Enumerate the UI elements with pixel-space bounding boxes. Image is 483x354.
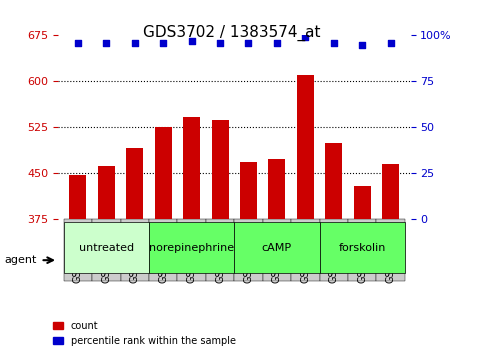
Bar	[297, 75, 314, 354]
Point	[301, 34, 309, 40]
Bar	[177, 219, 206, 281]
FancyBboxPatch shape	[320, 222, 405, 273]
Text: agent: agent	[5, 255, 37, 265]
Bar	[376, 219, 405, 281]
Text: GDS3702 / 1383574_at: GDS3702 / 1383574_at	[143, 25, 321, 41]
Bar	[121, 219, 149, 281]
Bar	[291, 219, 320, 281]
FancyBboxPatch shape	[64, 222, 149, 273]
Legend: count, percentile rank within the sample: count, percentile rank within the sample	[53, 321, 236, 346]
Bar	[126, 148, 143, 354]
Bar	[240, 162, 257, 354]
Bar	[70, 175, 86, 354]
Bar	[263, 219, 291, 281]
Bar	[92, 219, 121, 281]
Point	[159, 40, 167, 46]
Bar	[206, 219, 234, 281]
Point	[330, 40, 338, 46]
Bar	[183, 117, 200, 354]
Bar	[155, 127, 171, 354]
Point	[74, 40, 82, 46]
Point	[358, 42, 366, 47]
Text: norepinephrine: norepinephrine	[149, 243, 234, 253]
Bar	[212, 120, 228, 354]
FancyBboxPatch shape	[234, 222, 320, 273]
Bar	[325, 143, 342, 354]
Bar	[98, 166, 115, 354]
Bar	[234, 219, 263, 281]
Bar	[382, 164, 399, 354]
Text: untreated: untreated	[79, 243, 134, 253]
Point	[188, 38, 196, 44]
Text: cAMP: cAMP	[262, 243, 292, 253]
Bar	[269, 159, 285, 354]
Point	[387, 40, 395, 46]
Bar	[64, 219, 92, 281]
Bar	[149, 219, 177, 281]
Point	[273, 40, 281, 46]
Bar	[320, 219, 348, 281]
Point	[216, 40, 224, 46]
Point	[131, 40, 139, 46]
Bar	[348, 219, 376, 281]
Point	[102, 40, 110, 46]
Point	[244, 40, 252, 46]
Text: forskolin: forskolin	[339, 243, 386, 253]
FancyBboxPatch shape	[149, 222, 234, 273]
Bar	[354, 186, 371, 354]
